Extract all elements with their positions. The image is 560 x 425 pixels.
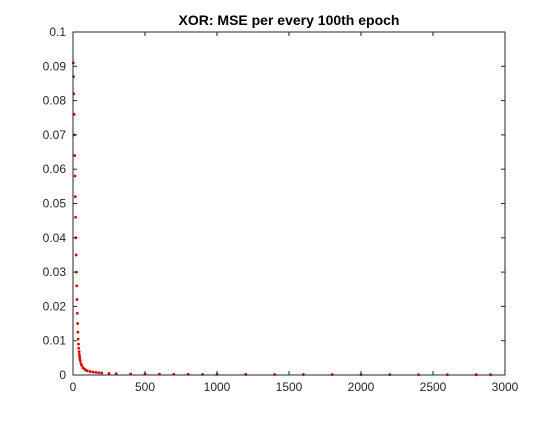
data-point xyxy=(75,311,79,315)
data-point xyxy=(88,370,92,373)
data-point xyxy=(78,355,82,359)
y-tick-label: 0.04 xyxy=(43,231,67,245)
data-point xyxy=(86,369,89,373)
x-tick-label: 3000 xyxy=(492,380,519,394)
data-point xyxy=(77,353,81,356)
x-tick-label: 2500 xyxy=(420,380,447,394)
data-point xyxy=(77,346,81,350)
y-tick-label: 0.05 xyxy=(43,197,67,211)
x-tick-label: 0 xyxy=(70,380,77,394)
data-point xyxy=(73,174,77,178)
data-point xyxy=(114,372,118,376)
data-point xyxy=(97,371,101,375)
data-point xyxy=(73,195,77,199)
chart-title: XOR: MSE per every 100th epoch xyxy=(179,12,400,28)
data-points xyxy=(71,61,492,377)
x-tick-label: 500 xyxy=(135,380,155,394)
data-point xyxy=(75,284,79,288)
plot-box xyxy=(72,31,506,376)
data-point xyxy=(75,298,79,301)
axes: 0 500 1000 1500 2000 2500 3000 0 0.01 0.02 0.03 0.0… xyxy=(43,25,519,394)
data-point xyxy=(76,337,80,341)
x-tick-label: 2000 xyxy=(348,380,375,394)
y-tick-label: 0.03 xyxy=(43,265,67,279)
data-point xyxy=(80,364,84,367)
y-tick-label: 0.01 xyxy=(43,334,67,348)
data-point xyxy=(77,350,81,354)
x-tick-label: 1000 xyxy=(204,380,231,394)
data-point xyxy=(107,371,111,375)
data-point xyxy=(100,371,104,375)
data-point xyxy=(76,322,80,325)
data-point xyxy=(77,342,80,346)
data-point xyxy=(94,371,98,374)
y-tick-label: 0.1 xyxy=(49,25,66,39)
data-point xyxy=(78,359,82,362)
y-tick-label: 0.07 xyxy=(43,128,67,142)
data-point xyxy=(74,215,77,219)
data-point xyxy=(74,253,78,257)
data-point xyxy=(91,370,95,374)
data-point xyxy=(76,330,80,334)
x-tick-label: 1500 xyxy=(276,380,303,394)
data-point xyxy=(73,154,77,157)
y-tick-label: 0.06 xyxy=(43,162,67,176)
y-tick-label: 0.08 xyxy=(43,94,67,108)
y-tick-label: 0.02 xyxy=(43,299,67,313)
y-tick-label: 0 xyxy=(59,368,66,382)
y-tick-label: 0.09 xyxy=(43,59,67,73)
